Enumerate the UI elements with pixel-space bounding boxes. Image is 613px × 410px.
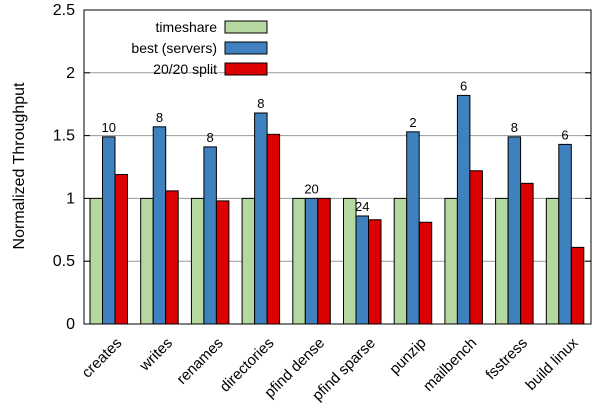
y-tick-label: 2	[66, 65, 75, 82]
bar	[102, 136, 116, 325]
legend-swatch	[224, 41, 268, 55]
y-tick-label: 0.5	[53, 253, 75, 270]
bar-annotation: 2	[409, 115, 416, 130]
x-category-label: build linux	[522, 334, 582, 394]
bar	[317, 197, 331, 325]
bar-annotation: 6	[561, 127, 568, 142]
bar	[266, 133, 281, 325]
bar	[140, 197, 154, 325]
bar	[558, 143, 572, 325]
legend: timeshare best (servers) 20/20 split	[131, 19, 268, 77]
bar	[343, 197, 357, 325]
bar	[165, 190, 179, 325]
bar	[456, 94, 471, 325]
y-tick-label: 2.5	[53, 2, 75, 19]
bar	[444, 197, 458, 325]
y-tick-label: 1.5	[53, 128, 75, 145]
x-category-label: mailbench	[420, 335, 480, 395]
legend-swatch	[224, 62, 268, 76]
bar-annotation: 8	[207, 130, 214, 145]
plot-border	[83, 9, 592, 325]
bar	[89, 197, 103, 325]
bar	[190, 197, 205, 325]
bar	[418, 221, 433, 325]
bar	[368, 219, 382, 325]
plot-frame	[83, 9, 592, 325]
bar	[406, 131, 420, 325]
y-axis-ticks: 0 0.5 1 1.5 2 2.5	[53, 2, 591, 333]
bar	[215, 200, 230, 325]
bar	[507, 136, 522, 325]
bar	[114, 174, 128, 325]
bar-annotation: 8	[257, 96, 264, 111]
bar-annotation: 6	[460, 78, 467, 93]
bar	[570, 246, 585, 325]
bar-annotation: 8	[511, 120, 518, 135]
bar	[254, 112, 268, 325]
x-category-label: punzip	[386, 335, 429, 378]
bar	[241, 197, 256, 325]
bar-annotation: 20	[304, 181, 318, 196]
bar	[393, 197, 408, 325]
bar	[292, 197, 306, 325]
bar-annotations: 10 8 8 8 20 24 2 6 8 6	[102, 78, 569, 214]
bar-annotation: 10	[102, 120, 116, 135]
bar	[495, 197, 509, 325]
legend-label: 20/20 split	[153, 61, 217, 77]
y-tick-label: 0	[66, 316, 75, 333]
bar	[545, 197, 560, 325]
legend-swatch	[224, 20, 268, 34]
bar	[355, 215, 369, 325]
bar-annotation: 8	[156, 110, 163, 125]
x-category-label: fsstress	[482, 335, 531, 384]
legend-label: timeshare	[156, 19, 218, 35]
x-category-label: writes	[136, 335, 176, 375]
bar	[203, 146, 217, 325]
bars	[89, 94, 585, 325]
x-category-label: creates	[79, 335, 126, 382]
bar	[469, 170, 483, 325]
bar	[304, 197, 319, 325]
y-axis-title: Normalized Throughput	[11, 82, 28, 249]
bar-annotation: 24	[355, 199, 369, 214]
legend-label: best (servers)	[131, 40, 217, 56]
bar	[152, 126, 167, 325]
bar	[520, 182, 534, 325]
y-tick-label: 1	[66, 190, 75, 207]
